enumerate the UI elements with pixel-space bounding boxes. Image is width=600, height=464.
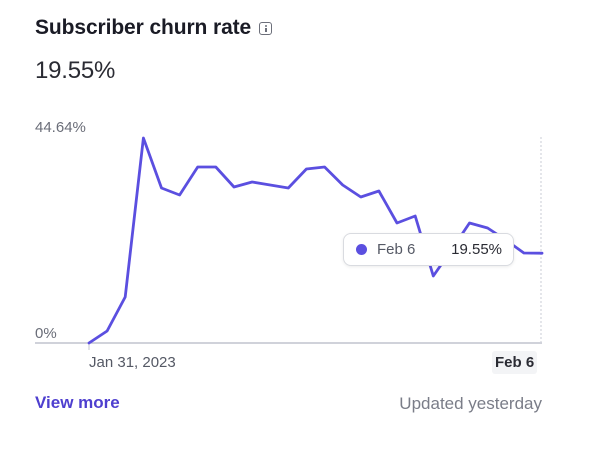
- chart-title: Subscriber churn rate: [35, 16, 273, 40]
- current-value: 19.55%: [35, 57, 116, 84]
- y-axis-min-label: 0%: [35, 325, 57, 342]
- info-icon[interactable]: [259, 21, 273, 35]
- churn-rate-line: [87, 136, 544, 345]
- x-axis-end-label: Feb 6: [492, 351, 538, 374]
- x-axis-start-label: Jan 31, 2023: [89, 354, 176, 371]
- tooltip-value: 19.55%: [451, 241, 502, 258]
- series-dot-icon: [356, 244, 367, 255]
- chart-title-text: Subscriber churn rate: [35, 16, 252, 39]
- updated-status: Updated yesterday: [399, 394, 542, 413]
- y-axis-max-label: 44.64%: [35, 119, 86, 136]
- chart-tooltip: Feb 6 19.55%: [343, 233, 514, 266]
- tooltip-date: Feb 6: [377, 241, 416, 258]
- view-more-link[interactable]: View more: [35, 393, 120, 412]
